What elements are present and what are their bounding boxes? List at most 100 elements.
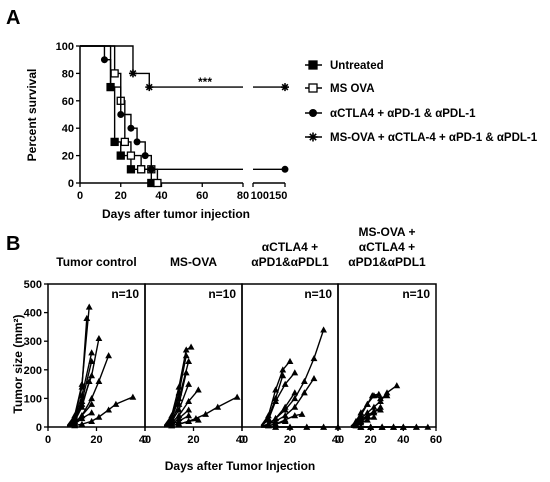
panel-b-ytick-label: 300 (24, 336, 42, 348)
panel-b-xtick-label: 40 (139, 434, 151, 446)
panel-a-series-point (141, 152, 149, 160)
panel-b-growth-point (364, 416, 371, 423)
panel-a-series-point (145, 83, 154, 92)
panel-b-growth-point (95, 334, 103, 342)
panel-a-ytick-label: 20 (62, 151, 74, 163)
panel-b-growth-point (194, 416, 202, 423)
panel-b-growth-point (233, 393, 241, 400)
panel-b-growth-point (83, 314, 91, 322)
panel-b-growth-point (105, 352, 113, 359)
panel-a-series-point (110, 137, 119, 147)
panel-b-growth-point (194, 386, 202, 393)
panel-b-growth-point (272, 397, 279, 404)
panel-a-series-point (110, 69, 119, 78)
panel-b-growth-point (383, 389, 391, 396)
panel-b-growth-point (187, 343, 195, 350)
panel-b-title: αCTLA4 + (359, 240, 415, 254)
panel-b-title: Tumor control (56, 255, 136, 269)
panel-b-growth-point (185, 380, 193, 387)
panel-a-series-point (281, 83, 289, 92)
panel-b-growth-point (291, 395, 299, 402)
panel-b-xtick-label: 0 (142, 434, 148, 446)
panel-b-growth-point (202, 410, 210, 417)
panel-b-growth-line (164, 414, 190, 428)
panel-b-growth-point (78, 403, 86, 410)
panel-b-growth-point (185, 406, 193, 413)
panel-a-ytick-label: 0 (68, 178, 74, 190)
panel-a-ytick-label: 40 (62, 123, 74, 135)
panel-b-growth-point (95, 413, 103, 420)
panel-b-growth-point (88, 400, 96, 407)
panel-b-xtick-label: 20 (90, 434, 102, 446)
panel-b-xtick-label: 20 (187, 434, 199, 446)
panel-a-series-point (147, 165, 155, 173)
panel-a-xtick-label-break: 100150 (251, 190, 288, 202)
panel-b-growth-point (367, 423, 375, 430)
panel-b-xtick-label: 40 (332, 434, 344, 446)
panel-b-growth-point (310, 374, 318, 382)
panel-b-growth-point (364, 400, 371, 407)
panel-b-growth-point (88, 357, 96, 364)
panel-b-growth-point (378, 423, 386, 430)
panel-a-series-point (136, 165, 146, 174)
panel-b-growth-point (78, 420, 86, 427)
panel-b-growth-point (112, 400, 120, 407)
panel-b-frame (241, 283, 339, 428)
panel-a-letter: A (6, 7, 20, 29)
panel-b-title: MS-OVA (170, 255, 217, 269)
panel-b-growth-point (168, 422, 176, 429)
panel-b-growth-point (281, 380, 289, 387)
panel-b-growth-point (390, 423, 397, 430)
panel-a-series-point (126, 165, 136, 174)
panel-b-ytick-label: 400 (24, 308, 42, 320)
panel-b-growth-point (291, 389, 299, 396)
panel-a-xtick-label: 40 (155, 190, 167, 202)
panel-b-xlabel: Days after Tumor Injection (165, 459, 315, 473)
panel-b-xtick-label: 20 (365, 434, 377, 446)
panel-a-series-line (80, 45, 243, 170)
panel-b-growth-point (301, 377, 308, 384)
panel-a-legend-marker (309, 109, 317, 117)
panel-b-title: αPD1&αPDL1 (348, 255, 426, 269)
panel-a-xlabel: Days after tumor injection (102, 207, 250, 221)
panel-a-series-point (127, 124, 135, 132)
panel-b-growth-line (67, 412, 93, 428)
panel-b-growth-point (88, 417, 96, 424)
panel-b-ytick-label: 100 (24, 393, 42, 405)
panel-b-subplot: 0 20 40 Tumor control n=10 (45, 255, 151, 446)
panel-a-series-point (107, 83, 115, 91)
panel-b-growth-point (357, 423, 365, 430)
panel-b-growth-point (88, 395, 96, 402)
panel-a-legend-marker (308, 132, 318, 142)
panel-a-series-point-stroke (129, 70, 137, 77)
panel-b-growth-point (185, 357, 193, 364)
panel-b-subplot: 0 20 40 αCTLA4 +αPD1&αPDL1 n=10 (239, 240, 344, 446)
panel-a-series-point (281, 165, 289, 173)
panel-b-growth-point (71, 422, 79, 429)
panel-b-growth-point (182, 346, 190, 353)
panel-b-xtick-label: 40 (397, 434, 409, 446)
panel-b-xtick-label: 40 (236, 434, 248, 446)
panel-b-xtick-label: 0 (45, 434, 51, 446)
panel-b-growth-line (163, 361, 190, 427)
panel-a-series-point-stroke (145, 83, 153, 91)
panel-a-xtick-label: 0 (77, 190, 83, 202)
panel-b-growth-point (424, 423, 432, 430)
panel-b-growth-point (185, 417, 193, 424)
panel-a-legend-label: MS-OVA + αCTLA-4 + αPD-1 & αPDL-1 (330, 132, 538, 144)
panel-b-xtick-label: 60 (430, 434, 442, 446)
panel-b-growth-point (279, 366, 287, 373)
panel-b-growth-point (370, 392, 378, 399)
panel-a-ytick-label: 100 (56, 41, 74, 53)
panel-b-ytick-label: 0 (36, 422, 42, 434)
panel-b-growth-point (281, 417, 289, 424)
panel-b-growth-point (88, 372, 96, 379)
panel-b-growth-point (393, 382, 401, 389)
panel-a-series-point (120, 137, 129, 147)
panel-b-growth-point (88, 349, 96, 356)
panel-b-growth-point (175, 383, 183, 390)
panel-b-growth-point (272, 423, 279, 430)
